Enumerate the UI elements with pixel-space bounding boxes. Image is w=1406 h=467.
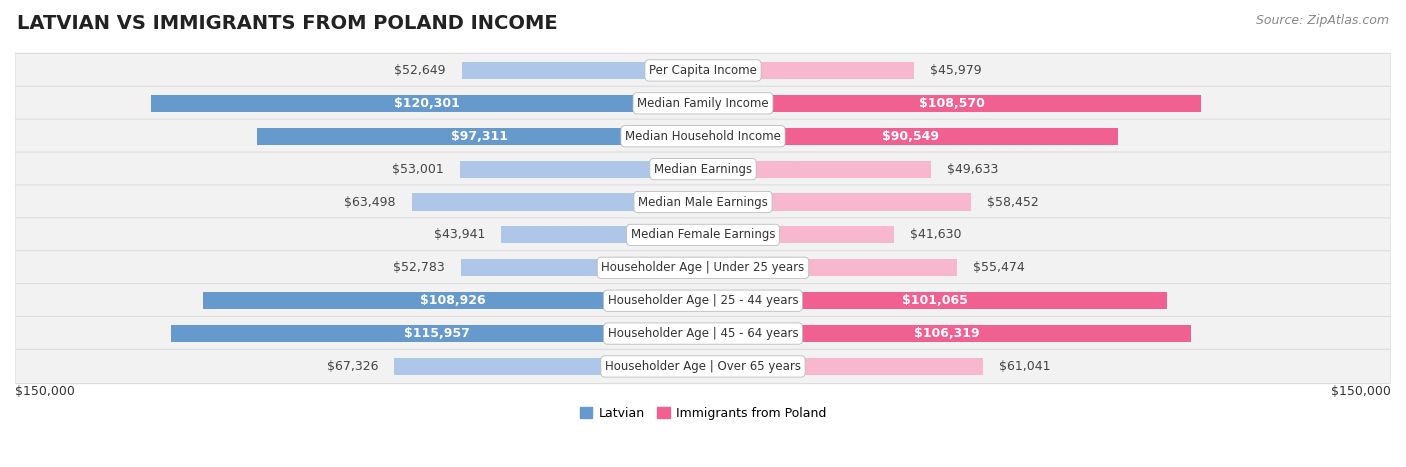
Bar <box>502 226 703 243</box>
Text: $45,979: $45,979 <box>929 64 981 77</box>
Text: $61,041: $61,041 <box>1000 360 1050 373</box>
Bar <box>460 161 703 177</box>
Bar <box>152 95 703 112</box>
Bar <box>703 325 1191 342</box>
Bar <box>703 226 894 243</box>
Text: $58,452: $58,452 <box>987 196 1039 208</box>
Text: $63,498: $63,498 <box>344 196 395 208</box>
FancyBboxPatch shape <box>15 349 1391 383</box>
Text: $49,633: $49,633 <box>946 163 998 176</box>
Text: Householder Age | Over 65 years: Householder Age | Over 65 years <box>605 360 801 373</box>
FancyBboxPatch shape <box>15 283 1391 318</box>
Legend: Latvian, Immigrants from Poland: Latvian, Immigrants from Poland <box>575 402 831 425</box>
Bar <box>172 325 703 342</box>
Text: Per Capita Income: Per Capita Income <box>650 64 756 77</box>
Text: $108,926: $108,926 <box>420 294 486 307</box>
Text: $67,326: $67,326 <box>326 360 378 373</box>
Bar <box>461 259 703 276</box>
FancyBboxPatch shape <box>15 218 1391 252</box>
Text: Median Male Earnings: Median Male Earnings <box>638 196 768 208</box>
Text: $53,001: $53,001 <box>392 163 444 176</box>
Text: $108,570: $108,570 <box>920 97 986 110</box>
Bar <box>703 127 1118 145</box>
Bar <box>257 127 703 145</box>
Bar <box>703 259 957 276</box>
Bar <box>703 95 1201 112</box>
Bar <box>703 193 972 211</box>
FancyBboxPatch shape <box>15 251 1391 285</box>
FancyBboxPatch shape <box>15 317 1391 351</box>
Text: $101,065: $101,065 <box>901 294 967 307</box>
Text: $52,783: $52,783 <box>394 262 444 274</box>
Text: Householder Age | 25 - 44 years: Householder Age | 25 - 44 years <box>607 294 799 307</box>
Text: $43,941: $43,941 <box>434 228 485 241</box>
Bar <box>703 358 983 375</box>
FancyBboxPatch shape <box>15 185 1391 219</box>
Text: $41,630: $41,630 <box>910 228 962 241</box>
FancyBboxPatch shape <box>15 86 1391 120</box>
FancyBboxPatch shape <box>15 119 1391 153</box>
Bar <box>204 292 703 309</box>
Bar <box>703 161 931 177</box>
Text: Median Earnings: Median Earnings <box>654 163 752 176</box>
Bar <box>703 62 914 79</box>
Text: Median Family Income: Median Family Income <box>637 97 769 110</box>
Text: Median Female Earnings: Median Female Earnings <box>631 228 775 241</box>
Text: $150,000: $150,000 <box>15 384 75 397</box>
Bar <box>394 358 703 375</box>
Text: $52,649: $52,649 <box>394 64 446 77</box>
Bar <box>461 62 703 79</box>
FancyBboxPatch shape <box>15 152 1391 186</box>
Text: Householder Age | 45 - 64 years: Householder Age | 45 - 64 years <box>607 327 799 340</box>
Text: Median Household Income: Median Household Income <box>626 130 780 143</box>
Text: Householder Age | Under 25 years: Householder Age | Under 25 years <box>602 262 804 274</box>
Text: Source: ZipAtlas.com: Source: ZipAtlas.com <box>1256 14 1389 27</box>
Text: $150,000: $150,000 <box>1331 384 1391 397</box>
Text: $55,474: $55,474 <box>973 262 1025 274</box>
Bar <box>412 193 703 211</box>
Text: $115,957: $115,957 <box>404 327 470 340</box>
Text: LATVIAN VS IMMIGRANTS FROM POLAND INCOME: LATVIAN VS IMMIGRANTS FROM POLAND INCOME <box>17 14 558 33</box>
Text: $120,301: $120,301 <box>394 97 460 110</box>
Bar <box>703 292 1167 309</box>
Text: $106,319: $106,319 <box>914 327 980 340</box>
Text: $90,549: $90,549 <box>882 130 939 143</box>
FancyBboxPatch shape <box>15 53 1391 87</box>
Text: $97,311: $97,311 <box>451 130 509 143</box>
